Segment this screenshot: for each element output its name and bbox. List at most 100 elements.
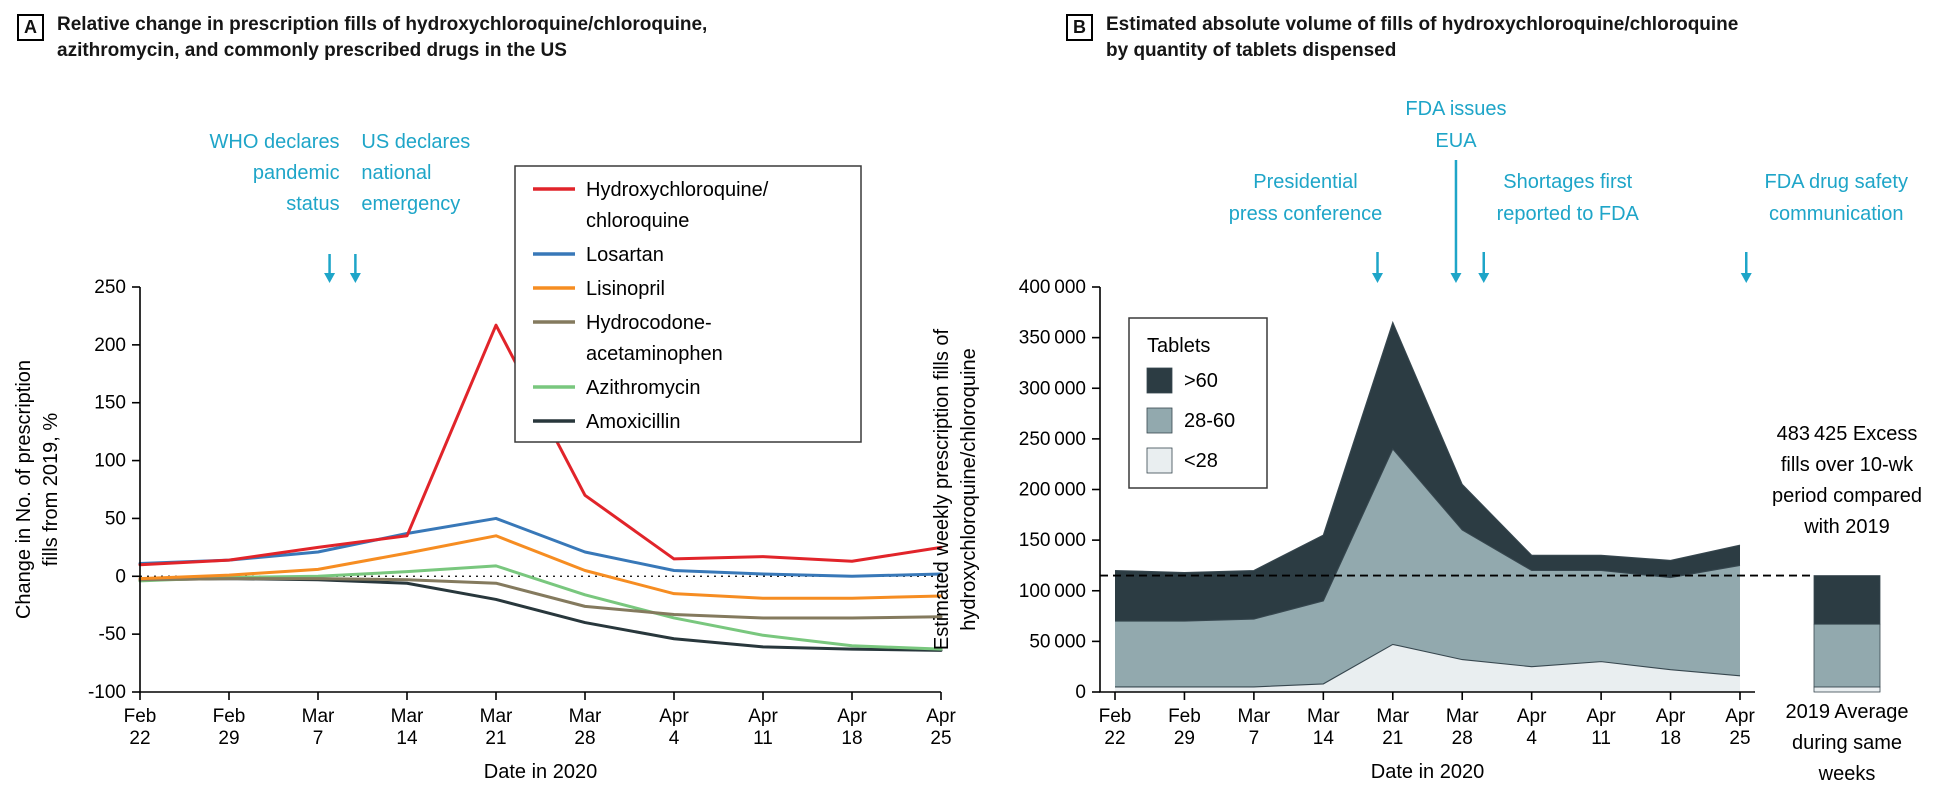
y-tick-label: 250 000 — [1019, 429, 1086, 450]
reference-bar-segment-28 — [1813, 686, 1881, 693]
x-tick-label: 29 — [218, 728, 239, 749]
x-tick-label: 4 — [669, 728, 680, 749]
annotation-arrowhead — [1478, 273, 1490, 283]
annotation-text: WHO declares — [210, 131, 340, 153]
x-tick-label: Feb — [1099, 706, 1132, 727]
x-tick-label: Feb — [1168, 706, 1201, 727]
annotation-text: US declares — [361, 131, 470, 153]
annotation-text: pandemic — [253, 162, 340, 184]
legend-label: <28 — [1184, 450, 1218, 472]
panel-a-title-line1: Relative change in prescription fills of… — [57, 14, 708, 35]
y-tick-label: 150 — [94, 393, 126, 414]
annotation-text: FDA drug safety — [1765, 171, 1908, 193]
y-tick-label: -100 — [88, 682, 126, 703]
panel-a-header: A Relative change in prescription fills … — [17, 12, 707, 64]
x-tick-label: Mar — [391, 706, 424, 727]
annotation-arrowhead — [349, 273, 361, 283]
x-tick-label: Mar — [569, 706, 602, 727]
x-tick-label: Mar — [1446, 706, 1479, 727]
series-lisinopril — [138, 534, 943, 600]
x-tick-label: 14 — [396, 728, 418, 749]
panel-a-label: A — [17, 14, 44, 41]
y-tick-label: 350 000 — [1019, 328, 1086, 349]
legend-label: Hydroxychloroquine/ — [586, 179, 769, 201]
x-tick-label: Apr — [837, 706, 867, 727]
area-edge-28 — [1115, 643, 1741, 688]
annotation-text: emergency — [361, 193, 460, 215]
annotation-text: FDA issues — [1405, 98, 1506, 120]
legend-label: Azithromycin — [586, 377, 700, 399]
x-tick-label: 28 — [1452, 728, 1473, 749]
x-tick-label: 11 — [1591, 728, 1611, 749]
panel-b-title-line2: by quantity of tablets dispensed — [1106, 40, 1397, 61]
annotation-arrowhead — [1740, 273, 1752, 283]
y-tick-label: 300 000 — [1019, 378, 1086, 399]
x-tick-label: 21 — [1382, 728, 1403, 749]
excess-fills-note: with 2019 — [1803, 516, 1890, 538]
panel-a-y-axis-title: Change in No. of prescription — [13, 360, 35, 619]
legend-label: Losartan — [586, 244, 664, 266]
reference-bar-caption: during same — [1792, 732, 1902, 754]
panel-a-title-line2: azithromycin, and commonly prescribed dr… — [57, 40, 567, 61]
annotation-text: national — [361, 162, 431, 184]
x-tick-label: Mar — [1307, 706, 1340, 727]
legend-label: Lisinopril — [586, 278, 665, 300]
x-tick-label: 18 — [1660, 728, 1681, 749]
x-tick-label: Apr — [1725, 706, 1755, 727]
annotation-arrowhead — [1450, 273, 1462, 283]
legend-label: 28-60 — [1184, 410, 1235, 432]
y-tick-label: 100 000 — [1019, 581, 1086, 602]
y-tick-label: 0 — [1075, 682, 1086, 703]
area-edge-60 — [1114, 320, 1741, 574]
panel-b-title-line1: Estimated absolute volume of fills of hy… — [1106, 14, 1739, 35]
x-tick-label: 22 — [129, 728, 150, 749]
legend-label: >60 — [1184, 370, 1218, 392]
x-tick-label: 7 — [1249, 728, 1260, 749]
panel-b-y-axis-title: hydroxychloroquine/chloroquine — [958, 348, 980, 630]
annotation-text: Presidential — [1253, 171, 1358, 193]
area-28-60 — [1115, 449, 1740, 692]
annotation-text: Shortages first — [1503, 171, 1632, 193]
annotation-text: communication — [1769, 203, 1904, 225]
panel-b-x-axis-title: Date in 2020 — [1371, 761, 1484, 783]
legend-label: acetaminophen — [586, 343, 723, 365]
y-tick-label: 200 000 — [1019, 480, 1086, 501]
x-tick-label: Feb — [213, 706, 246, 727]
x-tick-label: Apr — [926, 706, 956, 727]
annotation-text: press conference — [1229, 203, 1382, 225]
y-tick-label: 250 — [94, 277, 126, 298]
x-tick-label: 11 — [753, 728, 773, 749]
legend-title: Tablets — [1147, 335, 1210, 357]
x-tick-label: 28 — [574, 728, 595, 749]
y-tick-label: 0 — [115, 566, 126, 587]
x-tick-label: 14 — [1313, 728, 1335, 749]
annotation-text: reported to FDA — [1497, 203, 1640, 225]
annotation-arrowhead — [324, 273, 336, 283]
x-tick-label: 25 — [930, 728, 951, 749]
annotation-arrowhead — [1372, 273, 1383, 283]
series-hydrocodone-acetaminophen — [138, 577, 943, 620]
panel-a-y-axis-title: fills from 2019, % — [40, 413, 62, 567]
y-tick-label: 50 — [105, 508, 126, 529]
x-tick-label: 18 — [841, 728, 862, 749]
x-tick-label: Mar — [480, 706, 513, 727]
x-tick-label: 7 — [313, 728, 324, 749]
y-tick-label: 400 000 — [1019, 277, 1086, 298]
panel-a-legend-box — [514, 165, 862, 443]
excess-fills-note: 483 425 Excess — [1777, 423, 1918, 445]
area-edge-28-60 — [1115, 447, 1741, 622]
y-tick-label: -50 — [99, 624, 126, 645]
panel-b-y-axis-title: Estimated weekly prescription fills of — [931, 328, 953, 650]
panel-b-label: B — [1066, 14, 1093, 41]
series-amoxicillin — [138, 577, 943, 652]
panel-a-x-axis-title: Date in 2020 — [484, 761, 597, 783]
x-tick-label: Feb — [124, 706, 157, 727]
x-tick-label: Apr — [659, 706, 689, 727]
legend-label: Hydrocodone- — [586, 312, 712, 334]
x-tick-label: Apr — [1586, 706, 1616, 727]
series-losartan — [138, 516, 943, 578]
area-28 — [1115, 644, 1740, 692]
x-tick-label: Apr — [748, 706, 778, 727]
